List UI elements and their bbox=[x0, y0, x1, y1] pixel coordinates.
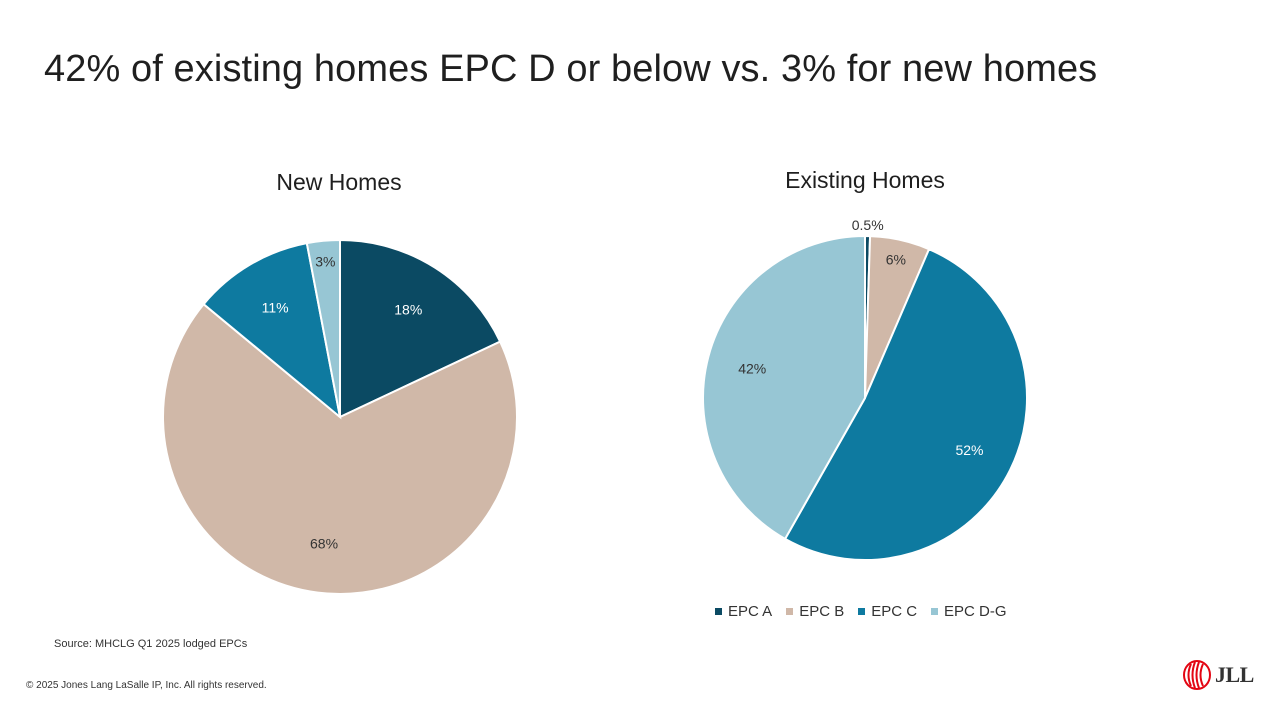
new-homes-pie-chart: 18% 68% 11% 3% bbox=[162, 238, 518, 595]
existing-homes-label-epc-b: 6% bbox=[886, 251, 906, 267]
existing-homes-label-epc-c: 52% bbox=[955, 442, 983, 458]
existing-homes-slice-epc-d-g bbox=[702, 234, 866, 541]
new-homes-slice-epc-d-g bbox=[305, 238, 341, 418]
new-homes-label-epc-b: 68% bbox=[310, 535, 338, 551]
existing-homes-pie-chart: 0.5% 6% 52% 42% bbox=[702, 217, 1028, 561]
new-homes-slice-epc-b bbox=[162, 302, 518, 595]
legend-swatch-epc-d-g bbox=[931, 608, 939, 615]
jll-logo: JLL bbox=[1182, 660, 1254, 690]
chart-legend: EPC A EPC B EPC C EPC D-G bbox=[715, 603, 1007, 620]
new-homes-label-epc-c: 11% bbox=[262, 299, 289, 315]
legend-item-epc-b: EPC B bbox=[786, 603, 844, 620]
legend-swatch-epc-b bbox=[786, 608, 794, 615]
new-homes-slice-epc-a bbox=[339, 238, 502, 419]
legend-item-epc-c: EPC C bbox=[858, 603, 917, 620]
new-homes-label-epc-a: 18% bbox=[394, 301, 422, 317]
legend-label-epc-a: EPC A bbox=[728, 603, 773, 620]
slide-title: 42% of existing homes EPC D or below vs.… bbox=[44, 48, 1098, 90]
legend-item-epc-d-g: EPC D-G bbox=[931, 603, 1007, 620]
legend-label-epc-d-g: EPC D-G bbox=[944, 603, 1007, 620]
legend-item-epc-a: EPC A bbox=[715, 603, 772, 620]
source-note: Source: MHCLG Q1 2025 lodged EPCs bbox=[54, 638, 248, 650]
legend-swatch-epc-a bbox=[715, 608, 722, 615]
existing-homes-chart-title: Existing Homes bbox=[785, 167, 945, 193]
legend-label-epc-c: EPC C bbox=[871, 603, 918, 620]
new-homes-slice-epc-c bbox=[202, 241, 342, 420]
copyright-notice: © 2025 Jones Lang LaSalle IP, Inc. All r… bbox=[26, 680, 267, 691]
existing-homes-label-epc-d-g: 42% bbox=[738, 360, 766, 376]
existing-homes-label-epc-a: 0.5% bbox=[852, 217, 884, 233]
existing-homes-slice-epc-c bbox=[783, 247, 1028, 561]
legend-swatch-epc-c bbox=[858, 608, 866, 615]
new-homes-chart-title: New Homes bbox=[276, 169, 402, 195]
jll-logo-text: JLL bbox=[1215, 662, 1254, 687]
legend-label-epc-b: EPC B bbox=[799, 603, 845, 620]
new-homes-label-epc-d-g: 3% bbox=[315, 254, 335, 270]
jll-logo-icon bbox=[1183, 660, 1211, 690]
